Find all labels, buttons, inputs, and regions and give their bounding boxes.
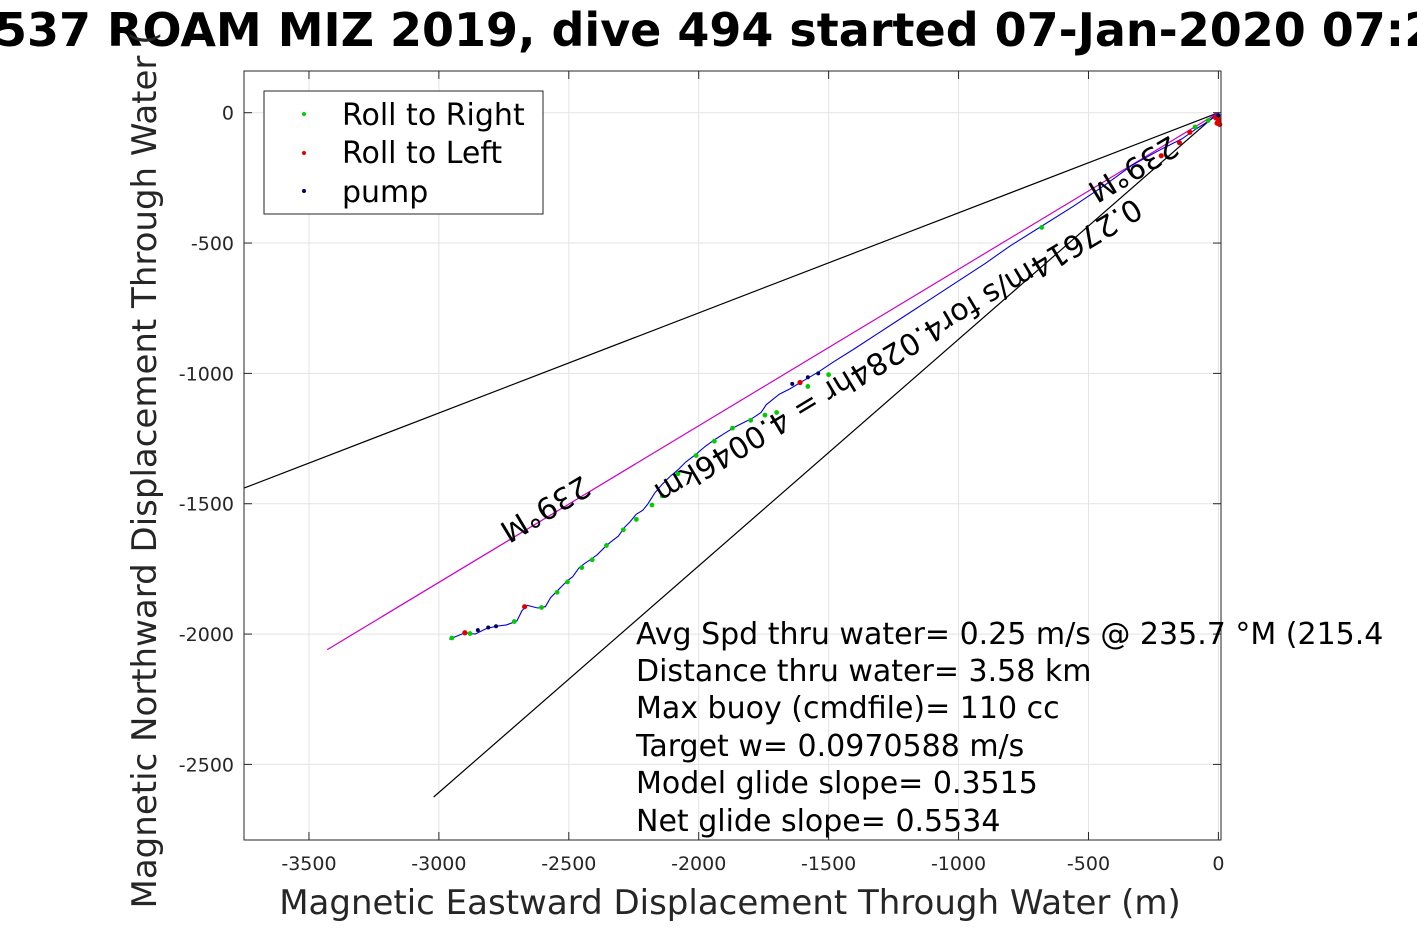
legend-label-roll-left: Roll to Left (342, 136, 502, 171)
roll-left-marker (1187, 129, 1193, 135)
y-axis-label: Magnetic Northward Displacement Through … (125, 32, 165, 909)
heading-left-bound-line (243, 112, 1219, 489)
roll-right-marker (620, 527, 626, 533)
legend: Roll to Right Roll to Left pump (263, 90, 544, 215)
x-tick-label: -500 (1067, 853, 1110, 875)
x-tick-label: -1500 (801, 853, 856, 875)
annotation-line: Model glide slope= 0.3515 (636, 766, 1038, 801)
x-tick-label: -2000 (671, 853, 726, 875)
axis-ticks: -3500 -3000 -2500 -2000 -1500 -1000 -500 0 0 -500… (179, 71, 1224, 875)
roll-right-marker (659, 493, 665, 499)
x-tick-label: -3000 (411, 853, 466, 875)
heading-right-bound-line (433, 112, 1219, 798)
annotation-line: Distance thru water= 3.58 km (636, 654, 1091, 689)
legend-marker-roll-left (302, 151, 306, 155)
roll-right-marker (511, 619, 517, 624)
roll-right-marker (711, 438, 717, 444)
roll-right-marker (693, 453, 699, 458)
y-tick-label: -1500 (179, 494, 234, 516)
y-tick-label: 0 (222, 103, 234, 125)
roll-right-marker (649, 502, 655, 508)
x-axis-label: Magnetic Eastward Displacement Through W… (279, 883, 1181, 923)
y-tick-label: -1000 (179, 363, 234, 385)
roll-right-marker (1192, 124, 1198, 130)
roll-right-marker (449, 635, 455, 641)
roll-left-marker (522, 604, 528, 610)
legend-marker-pump (302, 189, 306, 193)
y-tick-label: -2500 (179, 754, 234, 776)
roll-left-marker (462, 630, 468, 636)
pump-marker (475, 628, 480, 633)
pump-marker (805, 375, 810, 380)
roll-left-marker (1176, 140, 1183, 146)
stats-annotation: Avg Spd thru water= 0.25 m/s @ 235.7 °M … (635, 617, 1383, 839)
annotation-line: Max buoy (cmdfile)= 110 cc (636, 691, 1060, 726)
roll-left-marker (1158, 153, 1164, 159)
roll-right-marker (762, 412, 768, 418)
roll-left-marker (1217, 121, 1223, 128)
heading-center-line (326, 112, 1219, 651)
roll-right-marker (633, 516, 639, 522)
roll-right-marker (748, 417, 754, 423)
legend-label-pump: pump (342, 175, 428, 210)
pump-marker (486, 625, 491, 630)
y-tick-label: -2000 (179, 624, 234, 646)
y-tick-label: -500 (191, 233, 234, 255)
axes-box (243, 70, 1222, 841)
roll-left-marker (797, 379, 803, 386)
pump-marker (494, 624, 499, 629)
roll-right-marker (565, 579, 570, 585)
legend-marker-roll-right (302, 112, 306, 116)
x-tick-label: -2500 (541, 853, 596, 875)
roll-right-marker (1205, 118, 1211, 123)
marker-layer (449, 113, 1223, 641)
roll-right-marker (675, 471, 681, 477)
roll-right-marker (554, 589, 560, 595)
x-tick-label: -1000 (931, 853, 986, 875)
roll-right-marker (604, 543, 609, 548)
pump-marker (816, 371, 821, 376)
roll-right-marker (774, 410, 780, 415)
roll-right-marker (539, 605, 544, 610)
pump-marker (790, 381, 795, 386)
roll-right-marker (579, 565, 585, 570)
pump-marker (1216, 113, 1221, 118)
roll-right-marker (805, 384, 811, 389)
reference-lines (243, 112, 1219, 798)
x-tick-label: -3500 (281, 853, 336, 875)
roll-right-marker (826, 372, 832, 378)
track-layer (449, 112, 1221, 640)
annotation-line: Avg Spd thru water= 0.25 m/s @ 235.7 °M … (636, 617, 1383, 652)
chart-title: 537 ROAM MIZ 2019, dive 494 started 07-J… (0, 3, 1417, 57)
x-tick-label: 0 (1212, 853, 1224, 875)
roll-right-marker (589, 557, 595, 563)
roll-right-marker (730, 425, 735, 431)
roll-right-marker (1039, 225, 1045, 230)
roll-right-marker (467, 631, 473, 636)
annotation-line: Target w= 0.0970588 m/s (635, 729, 1024, 764)
legend-box (263, 90, 544, 215)
glider-track-line (449, 112, 1221, 640)
legend-label-roll-right: Roll to Right (342, 98, 525, 133)
annotation-line: Net glide slope= 0.5534 (636, 804, 1000, 839)
